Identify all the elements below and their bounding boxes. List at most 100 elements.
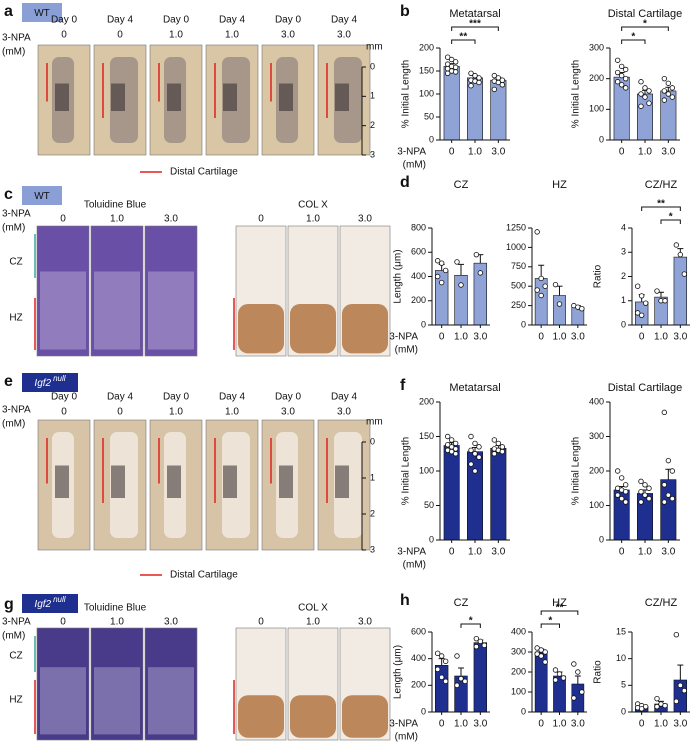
colx-stain [342, 695, 388, 738]
y-tick-label: 1000 [506, 242, 526, 252]
data-point [638, 91, 644, 97]
x-tick-label: 0 [639, 332, 645, 343]
x-axis-label: 3-NPA [397, 547, 426, 558]
data-point [454, 653, 460, 659]
genotype-tag-box [22, 373, 78, 392]
data-point [538, 275, 544, 282]
x-axis-label: 3-NPA [397, 147, 426, 158]
photo [90, 225, 144, 357]
genotype-tag: WT [34, 191, 50, 202]
data-point [560, 675, 567, 681]
genotype-sup: null [53, 374, 66, 383]
data-point [673, 242, 680, 248]
data-point [472, 440, 478, 447]
x-tick-label: 1.0 [654, 719, 668, 730]
y-tick-label: 100 [589, 104, 604, 114]
data-point [642, 482, 648, 488]
data-point [669, 85, 676, 91]
data-point [495, 79, 502, 86]
data-point [571, 661, 577, 667]
day-label: Day 0 [51, 392, 78, 403]
bar [434, 665, 449, 713]
y-tick-label: 0 [429, 134, 434, 144]
data-point [491, 437, 498, 443]
data-point [472, 451, 478, 457]
y-tick-label: 5 [621, 680, 626, 690]
y-tick-label: 100 [511, 686, 526, 696]
data-point [452, 64, 459, 71]
data-point [642, 703, 649, 710]
y-axis-label: % Initial Length [571, 60, 582, 128]
growth-plate [335, 465, 349, 498]
data-point [481, 642, 488, 649]
conc-label: 3.0 [358, 617, 372, 628]
y-tick-label: 100 [419, 465, 434, 475]
chart-title: HZ [552, 179, 567, 191]
data-point [575, 669, 581, 675]
colx-stain [342, 304, 388, 354]
y-tick-label: 0 [599, 534, 604, 544]
panel-letter: h [400, 592, 410, 609]
data-point [665, 91, 672, 97]
conc-label: 3.0 [164, 617, 178, 628]
data-point [473, 643, 480, 650]
photo-texture [94, 271, 140, 350]
bar [443, 445, 460, 541]
significance-bracket [540, 623, 560, 628]
y-tick-label: 0 [599, 134, 604, 144]
y-tick-label: 300 [589, 431, 604, 441]
panel-letter: g [4, 596, 14, 613]
y-tick-label: 10 [616, 653, 626, 663]
day-label: Day 0 [275, 15, 302, 26]
data-point [476, 75, 482, 81]
data-point [454, 682, 460, 689]
row-label: 3-NPA [2, 405, 31, 416]
significance-label: * [643, 19, 647, 30]
data-point [434, 666, 441, 673]
conc-label: 0 [117, 30, 123, 41]
x-axis-label: 3-NPA [389, 719, 418, 730]
data-point [452, 440, 459, 447]
y-axis-label: Length (μm) [393, 249, 404, 303]
data-point [622, 85, 629, 91]
colx-stain [238, 695, 284, 738]
scale-label: 1 [370, 91, 375, 101]
data-point [552, 677, 559, 683]
data-point [665, 80, 672, 86]
y-tick-label: 200 [419, 42, 434, 52]
x-tick-label: 3.0 [661, 147, 675, 158]
data-point [472, 468, 478, 474]
y-tick-label: 200 [419, 396, 434, 406]
genotype: WT [34, 8, 50, 19]
x-axis-label: (mM) [395, 345, 418, 356]
x-tick-label: 1.0 [638, 147, 652, 158]
data-point [462, 678, 468, 685]
conc-label: 0 [60, 214, 66, 225]
scale-unit: mm [366, 42, 383, 53]
day-label: Day 0 [163, 392, 190, 403]
x-tick-label: 0 [439, 719, 445, 730]
row-label: (mM) [2, 47, 25, 58]
x-tick-label: 3.0 [473, 332, 487, 343]
panel-letter: d [400, 174, 410, 191]
conc-label: 1.0 [306, 214, 320, 225]
y-tick-label: 400 [411, 653, 426, 663]
data-point [638, 478, 644, 485]
x-tick-label: 1.0 [468, 147, 482, 158]
data-point [638, 499, 644, 505]
x-tick-label: 1.0 [468, 547, 482, 558]
chart-title: CZ/HZ [645, 597, 678, 609]
data-point [638, 312, 645, 318]
day-label: Day 0 [275, 392, 302, 403]
y-tick-label: 50 [424, 500, 434, 510]
data-point [646, 88, 652, 94]
y-tick-label: 0 [521, 706, 526, 716]
y-tick-label: 1250 [506, 222, 526, 232]
data-point [477, 638, 484, 645]
y-tick-label: 0 [521, 319, 526, 329]
x-axis-label: (mM) [403, 560, 426, 571]
x-tick-label: 0 [449, 547, 455, 558]
y-axis-label: % Initial Length [401, 60, 412, 128]
data-point [476, 79, 482, 86]
data-point [677, 682, 684, 689]
